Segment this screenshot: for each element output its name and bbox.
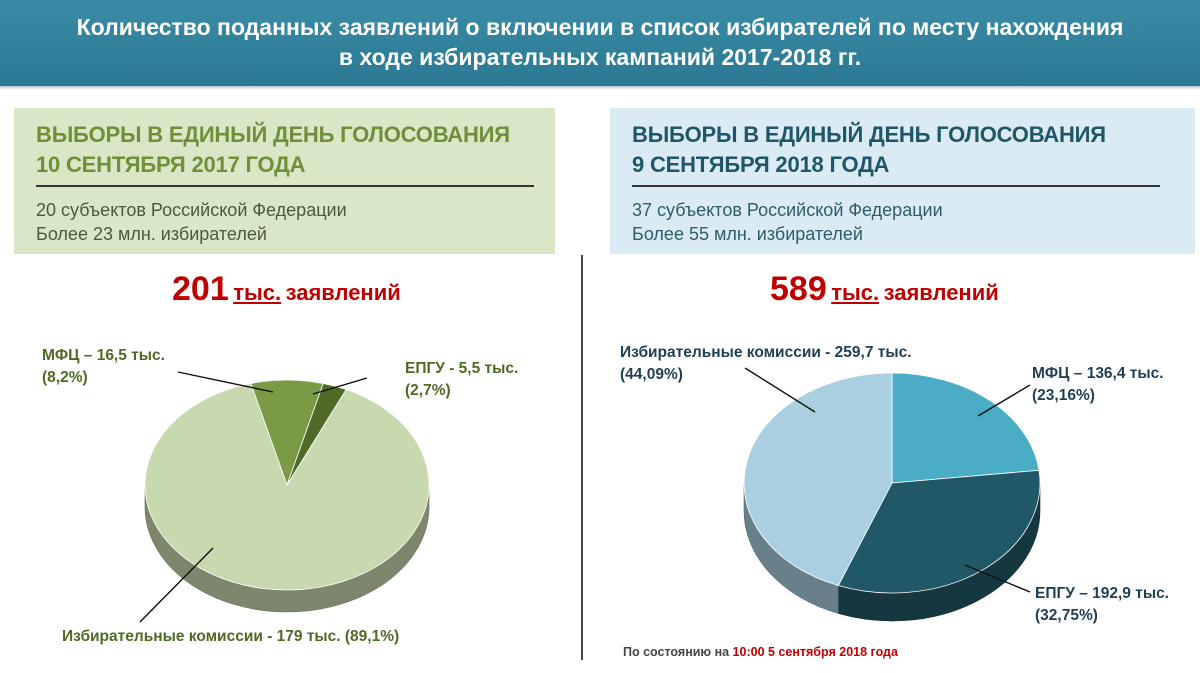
- panel-2018-divider: [632, 185, 1160, 187]
- label-2018-mfc-line1: МФЦ – 136,4 тыс.: [1032, 365, 1164, 382]
- pie-2018-leader-line-1: [977, 384, 1031, 417]
- page-header: Количество поданных заявлений о включени…: [0, 0, 1200, 86]
- pie-2018-slice-2: [743, 372, 893, 586]
- panel-2018-voters: Более 55 млн. избирателей: [632, 224, 863, 244]
- label-2017-mfc-line1: МФЦ – 16,5 тыс.: [42, 347, 165, 364]
- pie-2018-leader-line-2: [964, 564, 1031, 593]
- total-2017-word: заявлений: [285, 280, 401, 305]
- panel-2017: ВЫБОРЫ В ЕДИНЫЙ ДЕНЬ ГОЛОСОВАНИЯ 10 СЕНТ…: [14, 108, 555, 254]
- label-2017-epgu-line1: ЕПГУ - 5,5 тыс.: [405, 360, 519, 377]
- footnote-prefix: По состоянию на: [623, 645, 733, 659]
- panel-2018-regions: 37 субъектов Российской Федерации: [632, 200, 943, 220]
- pie-2017-leader-line-0: [177, 371, 274, 393]
- panel-2018-description: 37 субъектов Российской Федерации Более …: [632, 198, 943, 246]
- label-2017-mfc-line2: (8,2%): [42, 369, 88, 386]
- label-2018-mfc: МФЦ – 136,4 тыс. (23,16%): [1032, 363, 1164, 407]
- page-title-line2: в ходе избирательных кампаний 2017-2018 …: [338, 44, 862, 70]
- label-2017-epgu-line2: (2,7%): [405, 382, 451, 399]
- pie-2018-slice-0: [891, 372, 1040, 484]
- label-2018-epgu-line2: (32,75%): [1035, 607, 1098, 624]
- pie-2018-leader-line-0: [744, 367, 816, 413]
- footnote: По состоянию на 10:00 5 сентября 2018 го…: [623, 645, 898, 659]
- page-title-line1: Количество поданных заявлений о включени…: [76, 14, 1124, 40]
- panel-2018-title-line2: 9 СЕНТЯБРЯ 2018 ГОДА: [632, 152, 890, 177]
- panel-2017-voters: Более 23 млн. избирателей: [36, 224, 267, 244]
- panel-2017-title: ВЫБОРЫ В ЕДИНЫЙ ДЕНЬ ГОЛОСОВАНИЯ 10 СЕНТ…: [36, 120, 510, 180]
- total-2017: 201 тыс. заявлений: [172, 270, 401, 309]
- pie-2017-slice-2: [144, 383, 430, 591]
- label-2018-mfc-line2: (23,16%): [1032, 387, 1095, 404]
- total-2017-unit: тыс.: [233, 280, 282, 305]
- panel-2018-title: ВЫБОРЫ В ЕДИНЫЙ ДЕНЬ ГОЛОСОВАНИЯ 9 СЕНТЯ…: [632, 120, 1106, 180]
- label-2017-mfc: МФЦ – 16,5 тыс. (8,2%): [42, 345, 165, 389]
- label-2017-commissions-line1: Избирательные комиссии - 179 тыс. (89,1%…: [62, 628, 400, 645]
- panel-2018: ВЫБОРЫ В ЕДИНЫЙ ДЕНЬ ГОЛОСОВАНИЯ 9 СЕНТЯ…: [610, 108, 1195, 254]
- panel-2017-divider: [36, 185, 534, 187]
- label-2017-commissions: Избирательные комиссии - 179 тыс. (89,1%…: [62, 626, 399, 648]
- vertical-divider: [581, 255, 583, 660]
- header-shadow: [0, 86, 1200, 90]
- label-2018-epgu-line1: ЕПГУ – 192,9 тыс.: [1035, 585, 1169, 602]
- total-2017-number: 201: [172, 270, 229, 308]
- panel-2018-title-line1: ВЫБОРЫ В ЕДИНЫЙ ДЕНЬ ГОЛОСОВАНИЯ: [632, 122, 1106, 147]
- panel-2017-title-line1: ВЫБОРЫ В ЕДИНЫЙ ДЕНЬ ГОЛОСОВАНИЯ: [36, 122, 510, 147]
- total-2018-word: заявлений: [883, 280, 999, 305]
- total-2018-number: 589: [770, 270, 827, 308]
- total-2018: 589 тыс. заявлений: [770, 270, 999, 309]
- panel-2017-description: 20 субъектов Российской Федерации Более …: [36, 198, 347, 246]
- label-2018-commissions-line1: Избирательные комиссии - 259,7 тыс.: [620, 344, 912, 361]
- pie-2018-slice-1: [837, 469, 1041, 594]
- label-2018-commissions: Избирательные комиссии - 259,7 тыс. (44,…: [620, 342, 912, 386]
- pie-2017-leader-line-1: [312, 377, 368, 395]
- label-2018-commissions-line2: (44,09%): [620, 366, 683, 383]
- footnote-time: 10:00 5 сентября 2018 года: [732, 645, 898, 659]
- total-2018-unit: тыс.: [831, 280, 880, 305]
- label-2017-epgu: ЕПГУ - 5,5 тыс. (2,7%): [405, 358, 518, 402]
- panel-2017-regions: 20 субъектов Российской Федерации: [36, 200, 347, 220]
- panel-2017-title-line2: 10 СЕНТЯБРЯ 2017 ГОДА: [36, 152, 306, 177]
- label-2018-epgu: ЕПГУ – 192,9 тыс. (32,75%): [1035, 583, 1169, 627]
- pie-2017-leader-line-2: [139, 547, 214, 623]
